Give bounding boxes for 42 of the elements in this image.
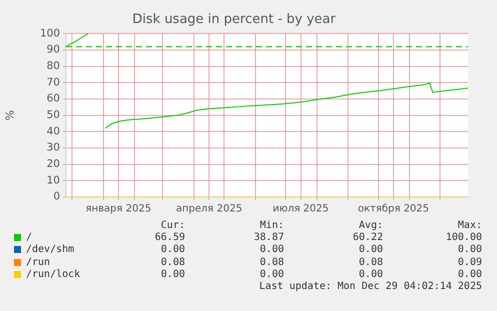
- y-tick-label: 0: [53, 190, 60, 203]
- y-tick-label: 10: [46, 174, 60, 186]
- chart-title: Disk usage in percent - by year: [132, 12, 336, 28]
- y-tick-label: 70: [46, 76, 60, 88]
- text: Last update: Mon Dec 29 04:02:14 2025: [258, 281, 482, 294]
- x-tick-label: апреля 2025: [176, 204, 242, 215]
- legend-label: /run: [26, 256, 52, 269]
- text: 0.00: [456, 244, 482, 257]
- y-axis-title: %: [3, 110, 16, 121]
- text: 0.00: [160, 244, 185, 257]
- text: 100.00: [444, 232, 482, 244]
- x-tick-label: октября 2025: [358, 204, 430, 215]
- legend-label: /: [26, 232, 34, 244]
- text: 0.00: [258, 244, 284, 257]
- text: 0.09: [456, 256, 482, 269]
- text: Max:: [456, 220, 482, 232]
- y-tick-label: 40: [46, 125, 60, 138]
- text: 0.00: [258, 268, 284, 282]
- text: 0.00: [160, 268, 185, 282]
- x-tick-label: января 2025: [86, 204, 152, 215]
- text: 0.00: [358, 244, 383, 257]
- text: 38.87: [252, 232, 284, 244]
- y-tick-label: 80: [46, 60, 60, 72]
- text: 60.22: [352, 232, 383, 244]
- y-tick-label: 90: [46, 44, 60, 56]
- text: 66.59: [154, 232, 185, 244]
- legend-label: /dev/shm: [26, 244, 76, 257]
- y-tick-label: 20: [46, 158, 60, 170]
- text: Cur:: [160, 220, 185, 232]
- text: 0.00: [456, 268, 482, 282]
- text: 0.08: [258, 256, 284, 269]
- y-tick-label: 50: [46, 109, 60, 122]
- x-tick-label: июля 2025: [272, 204, 329, 215]
- y-tick-label: 30: [46, 142, 60, 154]
- y-tick-label: 60: [46, 92, 60, 105]
- text: 0.00: [358, 268, 383, 282]
- text: 0.08: [160, 256, 185, 269]
- legend-label: /run/lock: [26, 268, 82, 282]
- text: Avg:: [358, 220, 383, 232]
- text: Min:: [258, 220, 284, 232]
- text: 0.08: [358, 256, 383, 269]
- y-tick-label: 100: [40, 27, 60, 40]
